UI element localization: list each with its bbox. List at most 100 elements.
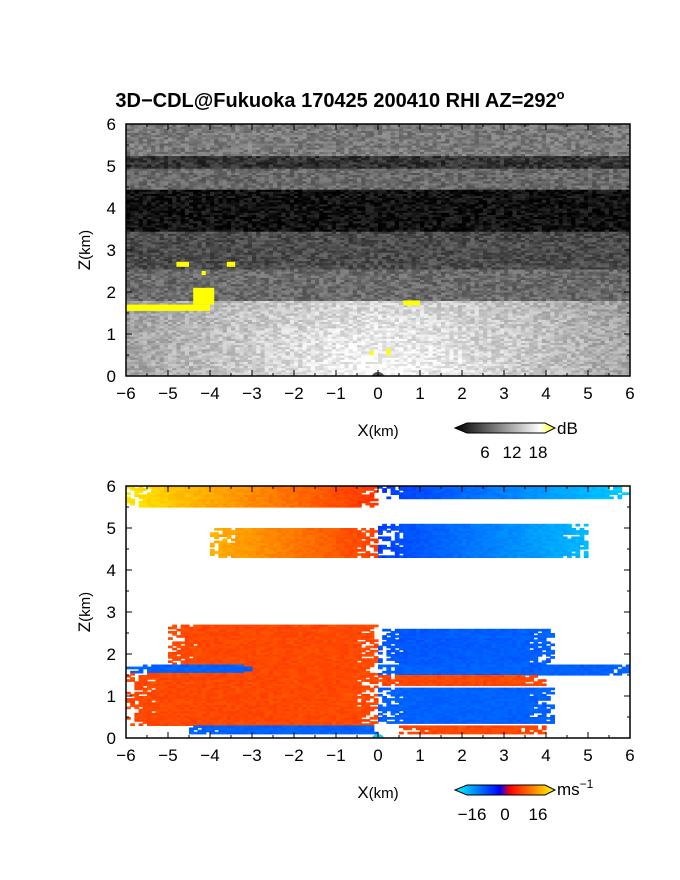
reflectivity-cell xyxy=(323,367,329,371)
reflectivity-cell xyxy=(264,369,270,373)
reflectivity-cell xyxy=(449,369,455,373)
reflectivity-cell xyxy=(373,338,379,341)
reflectivity-cell xyxy=(310,340,316,343)
reflectivity-cell xyxy=(554,340,560,343)
reflectivity-cell xyxy=(378,348,383,352)
reflectivity-cell xyxy=(600,323,606,327)
reflectivity-cell xyxy=(525,323,530,327)
reflectivity-cell xyxy=(138,350,144,354)
reflectivity-cell xyxy=(327,355,333,358)
reflectivity-cell xyxy=(441,340,446,343)
reflectivity-cell xyxy=(205,371,211,375)
reflectivity-cell xyxy=(436,363,442,367)
reflectivity-cell xyxy=(554,321,560,325)
reflectivity-cell xyxy=(289,350,295,354)
reflectivity-cell xyxy=(176,365,182,369)
reflectivity-cell xyxy=(613,346,618,350)
reflectivity-cell xyxy=(172,361,177,364)
reflectivity-cell xyxy=(193,325,198,329)
reflectivity-cell xyxy=(529,325,534,329)
reflectivity-cell xyxy=(621,342,627,346)
reflectivity-cell xyxy=(168,361,173,364)
reflectivity-cell xyxy=(504,361,509,364)
reflectivity-cell xyxy=(205,355,211,358)
reflectivity-cell xyxy=(264,357,270,360)
reflectivity-cell xyxy=(147,359,152,362)
reflectivity-cell xyxy=(294,373,299,376)
reflectivity-cell xyxy=(218,325,224,329)
reflectivity-cell xyxy=(390,331,396,335)
reflectivity-cell xyxy=(462,363,467,367)
reflectivity-cell xyxy=(546,348,551,352)
reflectivity-cell xyxy=(373,355,379,358)
reflectivity-cell xyxy=(134,367,140,371)
reflectivity-cell xyxy=(302,338,308,341)
reflectivity-cell xyxy=(163,371,169,375)
reflectivity-cell xyxy=(554,359,560,362)
reflectivity-cell xyxy=(344,329,350,333)
reflectivity-cell xyxy=(390,329,396,333)
reflectivity-cell xyxy=(436,359,442,362)
reflectivity-cell xyxy=(151,348,156,352)
reflectivity-cell xyxy=(428,338,434,341)
reflectivity-cell xyxy=(588,321,593,325)
reflectivity-cell xyxy=(483,321,488,325)
reflectivity-cell xyxy=(214,357,219,360)
reflectivity-cell xyxy=(142,367,148,371)
reflectivity-cell xyxy=(546,357,551,360)
reflectivity-cell xyxy=(323,321,329,325)
reflectivity-cell xyxy=(306,331,312,335)
reflectivity-cell xyxy=(436,355,442,358)
reflectivity-cell xyxy=(495,321,501,325)
reflectivity-cell xyxy=(361,344,366,348)
reflectivity-cell xyxy=(424,323,429,327)
reflectivity-cell xyxy=(344,359,350,362)
reflectivity-cell xyxy=(474,334,480,337)
reflectivity-cell xyxy=(403,334,408,337)
reflectivity-cell xyxy=(604,369,610,373)
reflectivity-cell xyxy=(294,325,299,329)
reflectivity-cell xyxy=(428,329,434,333)
reflectivity-cell xyxy=(369,361,375,364)
reflectivity-cell xyxy=(142,342,148,346)
reflectivity-cell xyxy=(562,334,568,337)
reflectivity-cell xyxy=(336,367,341,371)
reflectivity-cell xyxy=(428,371,434,375)
reflectivity-cell xyxy=(264,319,270,322)
reflectivity-cell xyxy=(529,331,534,335)
reflectivity-cell xyxy=(252,325,257,329)
reflectivity-cell xyxy=(369,346,375,350)
reflectivity-cell xyxy=(222,373,228,376)
reflectivity-cell xyxy=(243,352,249,356)
reflectivity-cell xyxy=(470,365,476,369)
reflectivity-cell xyxy=(126,325,131,329)
reflectivity-cell xyxy=(218,338,224,341)
reflectivity-cell xyxy=(277,344,282,348)
reflectivity-cell xyxy=(298,367,303,371)
reflectivity-cell xyxy=(147,373,152,376)
reflectivity-cell xyxy=(369,373,375,376)
reflectivity-cell xyxy=(142,325,148,329)
reflectivity-cell xyxy=(537,331,543,335)
reflectivity-cell xyxy=(554,336,560,339)
reflectivity-cell xyxy=(483,369,488,373)
reflectivity-cell xyxy=(621,359,627,362)
reflectivity-cell xyxy=(613,373,618,376)
reflectivity-cell xyxy=(294,323,299,327)
reflectivity-cell xyxy=(445,344,450,348)
reflectivity-cell xyxy=(529,323,534,327)
reflectivity-cell xyxy=(357,367,362,371)
reflectivity-cell xyxy=(558,346,564,350)
reflectivity-cell xyxy=(319,363,324,367)
reflectivity-cell xyxy=(373,350,379,354)
reflectivity-cell xyxy=(176,350,182,354)
reflectivity-cell xyxy=(315,352,320,356)
reflectivity-cell xyxy=(537,336,543,339)
reflectivity-cell xyxy=(369,321,375,325)
reflectivity-cell xyxy=(256,373,261,376)
reflectivity-cell xyxy=(155,355,161,358)
reflectivity-cell xyxy=(562,344,568,348)
reflectivity-cell xyxy=(562,348,568,352)
reflectivity-cell xyxy=(617,359,623,362)
reflectivity-cell xyxy=(184,325,190,329)
